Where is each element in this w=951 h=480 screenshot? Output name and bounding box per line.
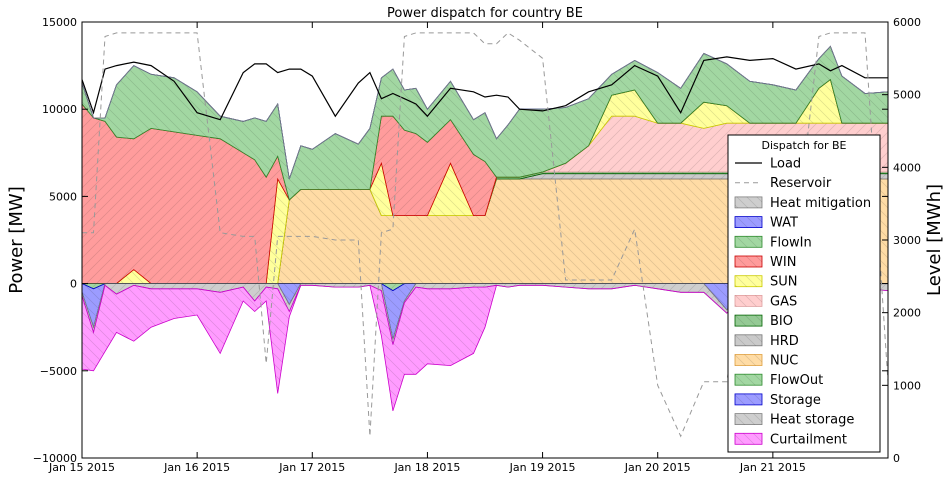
area-fill-heat-mitigation <box>82 45 888 180</box>
right-tick-label: 2000 <box>893 307 921 320</box>
legend-label: WAT <box>770 216 798 231</box>
legend-swatch-hatch <box>735 196 762 208</box>
left-tick-label: 5000 <box>49 190 77 203</box>
right-tick-label: 1000 <box>893 379 921 392</box>
left-tick-label: −5000 <box>40 365 77 378</box>
legend-item-reservoir: Reservoir <box>735 176 832 191</box>
legend-item-flowout: FlowOut <box>734 373 823 388</box>
x-tick-label: Jan 16 2015 <box>163 461 230 474</box>
area-hatch-win <box>82 79 888 284</box>
legend-item-heat-storage: Heat storage <box>734 413 854 428</box>
legend-swatch-hatch <box>735 216 762 228</box>
right-tick-label: 4000 <box>893 161 921 174</box>
legend-label: WIN <box>770 255 796 270</box>
legend-label: Load <box>770 157 801 172</box>
area-hatch-sun <box>82 79 888 284</box>
legend-label: Heat storage <box>770 413 854 428</box>
area-hatch-flowin <box>82 46 888 200</box>
legend-swatch-hatch <box>735 256 762 267</box>
area-layer <box>82 45 888 412</box>
area-hatch-heat-storage <box>82 283 888 345</box>
legend-swatch-hatch <box>735 393 762 405</box>
left-axis-label: Power [MW] <box>6 186 27 294</box>
legend: Dispatch for BE Load Reservoir Heat mitiga… <box>727 134 881 453</box>
legend-swatch-hatch <box>735 275 762 287</box>
area-hatch-gas <box>82 116 888 284</box>
left-tick-label: −10000 <box>33 452 77 465</box>
legend-item-sun: SUN <box>734 275 798 290</box>
legend-swatch-hatch <box>735 413 762 425</box>
legend-item-nuc: NUC <box>734 354 798 369</box>
legend-label: NUC <box>770 354 798 369</box>
legend-label: SUN <box>770 275 798 290</box>
legend-swatch-hatch <box>735 315 762 327</box>
right-tick-label: 6000 <box>893 16 921 29</box>
legend-title: Dispatch for BE <box>762 139 847 152</box>
legend-label: FlowOut <box>770 373 823 388</box>
legend-swatch-hatch <box>735 433 762 445</box>
legend-item-hrd: HRD <box>734 334 799 349</box>
area-heat-mitigation <box>82 45 888 180</box>
legend-label: GAS <box>770 294 797 309</box>
x-tick-label: Jan 18 2015 <box>393 461 460 474</box>
legend-item-heat-mitigation: Heat mitigation <box>734 196 871 211</box>
legend-item-gas: GAS <box>734 294 797 309</box>
legend-item-load: Load <box>735 157 801 172</box>
x-tick-label: Jan 20 2015 <box>624 461 691 474</box>
legend-item-wat: WAT <box>734 216 798 231</box>
chart-title: Power dispatch for country BE <box>387 6 583 21</box>
legend-swatch-hatch <box>735 236 762 248</box>
left-tick-label: 15000 <box>42 16 77 29</box>
legend-label: Curtailment <box>770 432 847 447</box>
legend-label: BIO <box>770 314 793 329</box>
x-tick-label: Jan 17 2015 <box>278 461 345 474</box>
left-tick-label: 10000 <box>42 103 77 116</box>
legend-item-bio: BIO <box>734 314 793 329</box>
right-axis: 0 1000 2000 3000 4000 5000 6000 <box>882 16 921 465</box>
legend-label: FlowIn <box>770 235 812 250</box>
legend-item-storage: Storage <box>734 393 821 408</box>
right-axis-label: Level [MWh] <box>924 184 945 296</box>
legend-label: Reservoir <box>770 176 832 191</box>
legend-label: Heat mitigation <box>770 196 871 211</box>
area-hatch-nuc <box>82 179 888 284</box>
load-line <box>82 56 888 121</box>
right-tick-label: 5000 <box>893 89 921 102</box>
right-tick-label: 3000 <box>893 234 921 247</box>
x-tick-label: Jan 19 2015 <box>509 461 576 474</box>
right-tick-label: 0 <box>893 452 900 465</box>
legend-item-win: WIN <box>734 255 796 270</box>
legend-label: Storage <box>770 393 821 408</box>
legend-label: HRD <box>770 334 799 349</box>
left-tick-label: 0 <box>70 278 77 291</box>
legend-item-curtailment: Curtailment <box>734 432 847 447</box>
area-hatch-curtailment <box>82 285 888 411</box>
legend-swatch-hatch <box>735 334 762 346</box>
x-tick-label: Jan 15 2015 <box>48 461 115 474</box>
legend-swatch-hatch <box>735 295 762 307</box>
legend-item-flowin: FlowIn <box>734 235 812 250</box>
x-axis: Jan 15 2015 Jan 16 2015 Jan 17 2015 Jan 18 … <box>48 22 806 474</box>
legend-swatch-hatch <box>735 354 762 366</box>
x-tick-label: Jan 21 2015 <box>739 461 806 474</box>
legend-swatch-hatch <box>735 374 762 386</box>
